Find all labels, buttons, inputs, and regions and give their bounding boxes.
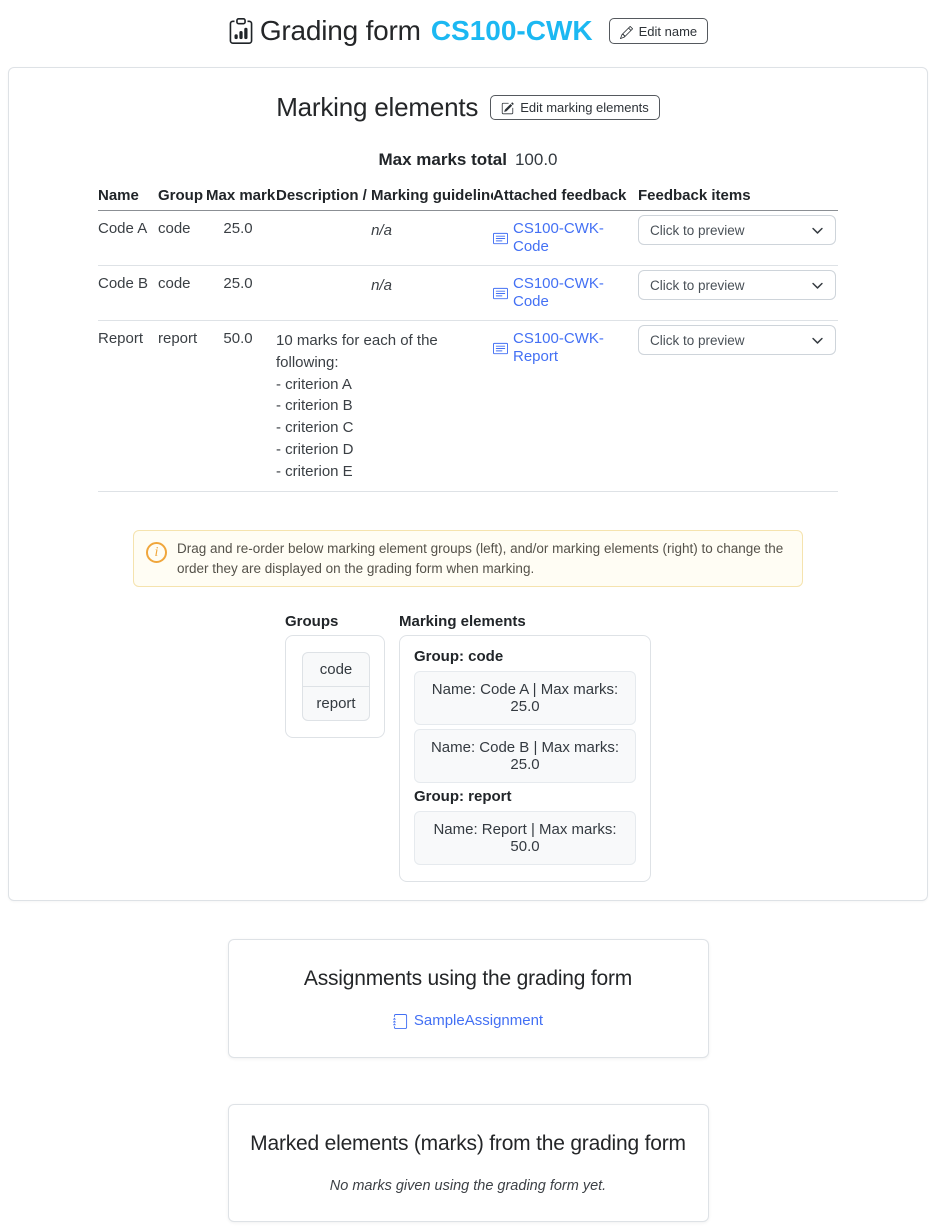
marking-elements-card: Marking elements Edit marking elements M… — [8, 67, 928, 902]
marked-elements-heading: Marked elements (marks) from the grading… — [250, 1132, 686, 1156]
table-header-row: Name Group Max marks Description / Marki… — [98, 185, 838, 211]
feedback-items-select-value: Click to preview — [650, 277, 745, 293]
cell-description: n/a — [371, 277, 392, 294]
marking-elements-heading: Marking elements — [276, 92, 479, 122]
attached-feedback-link[interactable]: CS100-CWK-Code — [493, 220, 632, 256]
pencil-square-icon — [501, 100, 514, 115]
table-row: Code B code 25.0 n/a CS100-CWK-Code — [98, 265, 838, 321]
col-header-name: Name — [98, 185, 158, 211]
attached-feedback-link[interactable]: CS100-CWK-Report — [493, 330, 632, 366]
page-header: Grading form CS100-CWK Edit name — [0, 14, 936, 48]
feedback-items-select[interactable]: Click to preview — [638, 215, 836, 245]
no-marks-text: No marks given using the grading form ye… — [329, 1178, 607, 1195]
edit-name-button[interactable]: Edit name — [608, 18, 709, 44]
col-header-group: Group — [158, 185, 206, 211]
element-group-heading: Group: report — [414, 788, 512, 806]
cell-name: Code A — [98, 210, 158, 266]
edit-marking-elements-button[interactable]: Edit marking elements — [490, 94, 660, 121]
clipboard-data-icon — [228, 18, 254, 44]
elements-panel-label: Marking elements — [399, 613, 526, 631]
max-marks-total-label: Max marks total — [378, 150, 507, 169]
cell-name: Report — [98, 320, 158, 493]
col-header-description: Description / Marking guidelines — [276, 185, 493, 211]
journal-icon — [392, 1012, 408, 1029]
attached-feedback-label: CS100-CWK-Report — [513, 330, 604, 365]
cell-description: 10 marks for each of the following: - cr… — [276, 332, 438, 480]
cell-name: Code B — [98, 265, 158, 321]
assignment-link[interactable]: SampleAssignment — [392, 1012, 544, 1030]
groups-panel-label: Groups — [285, 613, 339, 631]
col-header-attached-feedback: Attached feedback — [493, 185, 638, 211]
edit-name-label: Edit name — [638, 23, 698, 39]
info-circle-icon — [146, 542, 167, 564]
chevron-down-icon — [811, 334, 824, 347]
edit-marking-elements-label: Edit marking elements — [520, 100, 649, 115]
cell-group: report — [158, 320, 206, 493]
attached-feedback-label: CS100-CWK-Code — [513, 275, 604, 310]
draggable-element-item[interactable]: Name: Code B | Max marks: 25.0 — [414, 729, 636, 784]
feedback-items-select[interactable]: Click to preview — [638, 325, 836, 355]
chevron-down-icon — [811, 279, 824, 292]
cell-max-marks: 50.0 — [206, 320, 276, 493]
groups-column: Groups code report — [285, 613, 385, 739]
assignments-heading: Assignments using the grading form — [303, 967, 633, 991]
cell-group: code — [158, 265, 206, 321]
attached-feedback-label: CS100-CWK-Code — [513, 220, 604, 255]
marking-elements-panel: Group: code Name: Code A | Max marks: 25… — [399, 635, 651, 883]
feedback-items-select-value: Click to preview — [650, 332, 745, 348]
table-row: Code A code 25.0 n/a CS100-CWK-Code — [98, 210, 838, 266]
chevron-down-icon — [811, 224, 824, 237]
draggable-element-item[interactable]: Name: Code A | Max marks: 25.0 — [414, 671, 636, 726]
elements-column: Marking elements Group: code Name: Code … — [399, 613, 651, 883]
draggable-group-item[interactable]: report — [302, 686, 370, 722]
reorder-section: Groups code report Marking elements Grou… — [9, 613, 927, 883]
info-alert-text: Drag and re-order below marking element … — [177, 541, 784, 576]
card-text-icon — [493, 339, 508, 357]
assignments-card: Assignments using the grading form Sampl… — [227, 939, 709, 1059]
cell-max-marks: 25.0 — [206, 210, 276, 266]
col-header-feedback-items: Feedback items — [638, 185, 838, 211]
element-group-heading: Group: code — [414, 648, 504, 666]
card-text-icon — [493, 284, 508, 302]
cell-group: code — [158, 210, 206, 266]
marking-elements-table: Name Group Max marks Description / Marki… — [98, 185, 838, 493]
max-marks-total-value: 100.0 — [514, 150, 558, 169]
pencil-icon — [619, 23, 633, 39]
feedback-items-select[interactable]: Click to preview — [638, 270, 836, 300]
table-row: Report report 50.0 10 marks for each of … — [98, 320, 838, 493]
grading-form-name: CS100-CWK — [430, 15, 593, 46]
page-title: Grading form — [259, 15, 421, 46]
card-text-icon — [493, 229, 508, 247]
marked-elements-card: Marked elements (marks) from the grading… — [227, 1104, 709, 1223]
cell-max-marks: 25.0 — [206, 265, 276, 321]
drag-reorder-info-alert: Drag and re-order below marking element … — [133, 530, 803, 588]
col-header-max-marks: Max marks — [206, 185, 276, 211]
feedback-items-select-value: Click to preview — [650, 222, 745, 238]
attached-feedback-link[interactable]: CS100-CWK-Code — [493, 275, 632, 311]
draggable-element-item[interactable]: Name: Report | Max marks: 50.0 — [414, 811, 636, 866]
assignment-link-label: SampleAssignment — [413, 1012, 544, 1030]
draggable-group-item[interactable]: code — [302, 652, 370, 688]
groups-panel: code report — [285, 635, 385, 739]
cell-description: n/a — [371, 222, 392, 239]
